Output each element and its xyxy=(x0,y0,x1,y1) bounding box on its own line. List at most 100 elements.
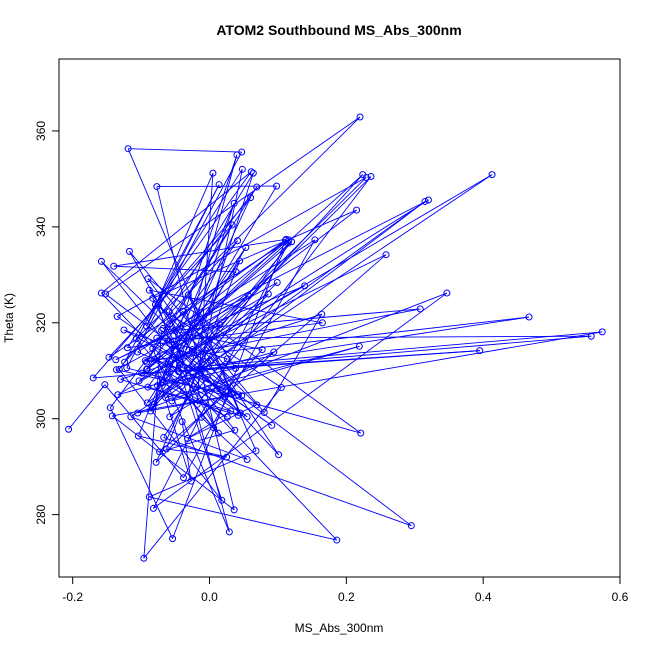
data-point xyxy=(253,401,261,409)
data-point xyxy=(124,145,132,153)
data-point xyxy=(114,391,122,399)
series-line-segment xyxy=(154,358,248,418)
y-tick-label: 320 xyxy=(34,312,48,332)
data-point xyxy=(149,294,157,302)
x-tick-label: 0.4 xyxy=(475,590,492,604)
data-point xyxy=(234,391,242,399)
data-point xyxy=(223,355,231,363)
data-point xyxy=(156,448,164,456)
data-point xyxy=(134,432,142,440)
series-line-segment xyxy=(157,305,258,406)
series-line-segment xyxy=(152,282,278,408)
data-point xyxy=(145,493,153,501)
series-line-segment xyxy=(109,407,173,539)
series-line-segment xyxy=(165,260,241,450)
data-point xyxy=(171,326,179,334)
series-line-segment xyxy=(159,429,235,453)
data-point xyxy=(207,357,215,365)
data-point xyxy=(196,366,204,374)
series-line-segment xyxy=(153,174,364,405)
data-point xyxy=(127,413,135,421)
data-point xyxy=(273,182,281,190)
data-point xyxy=(275,451,283,459)
series-line-segment xyxy=(155,171,252,305)
series-line-segment xyxy=(143,330,163,559)
data-point xyxy=(143,365,151,373)
data-point xyxy=(268,421,276,429)
series-line-segment xyxy=(118,186,258,370)
data-point xyxy=(144,275,152,283)
data-point xyxy=(252,447,260,455)
data-point xyxy=(150,400,158,408)
x-tick-label: 0.2 xyxy=(338,590,355,604)
data-point xyxy=(164,337,172,345)
data-point xyxy=(125,247,133,255)
series-line-segment xyxy=(174,308,421,331)
data-point xyxy=(359,171,367,179)
series-line-segment xyxy=(157,375,192,482)
series-line-segment xyxy=(169,351,275,418)
series-line-segment xyxy=(166,448,227,458)
data-point xyxy=(117,375,125,383)
series-line-segment xyxy=(146,240,238,370)
x-tick-label: -0.2 xyxy=(62,590,83,604)
data-point xyxy=(230,506,238,514)
data-point xyxy=(476,347,484,355)
data-point xyxy=(149,345,157,353)
data-point xyxy=(421,197,429,205)
data-point xyxy=(234,237,242,245)
data-point xyxy=(158,326,166,334)
data-point xyxy=(210,424,218,432)
data-point xyxy=(223,413,231,421)
data-point xyxy=(143,322,151,330)
data-point xyxy=(249,169,257,177)
data-point xyxy=(153,334,161,342)
series-line-segment xyxy=(113,238,287,267)
series-line-segment xyxy=(145,324,220,362)
data-point xyxy=(115,365,123,373)
series-line-segment xyxy=(181,421,192,482)
data-point xyxy=(170,353,178,361)
series-line-segment xyxy=(146,172,214,327)
series-line-segment xyxy=(117,174,493,396)
series-line-segment xyxy=(101,171,252,294)
data-point xyxy=(113,313,121,321)
series-line-segment xyxy=(146,174,364,370)
series-line-segment xyxy=(168,311,230,533)
series-line-segment xyxy=(127,169,243,348)
series-line-segment xyxy=(154,293,269,360)
data-point xyxy=(232,268,240,276)
series-line-segment xyxy=(157,375,228,418)
data-point xyxy=(140,554,148,562)
data-point xyxy=(160,433,168,441)
data-point xyxy=(97,289,105,297)
y-tick-label: 280 xyxy=(34,504,48,524)
data-point xyxy=(164,360,172,368)
data-point xyxy=(222,386,230,394)
chart-title: ATOM2 Southbound MS_Abs_300nm xyxy=(216,22,461,38)
data-point xyxy=(101,381,109,389)
data-point xyxy=(228,221,236,229)
data-point xyxy=(152,458,160,466)
data-point xyxy=(187,477,195,485)
data-point xyxy=(230,199,238,207)
data-point xyxy=(353,206,361,214)
data-point xyxy=(247,168,255,176)
series-line-segment xyxy=(118,369,223,501)
data-point xyxy=(273,279,281,287)
data-point xyxy=(355,342,363,350)
data-point xyxy=(301,282,309,290)
data-point xyxy=(154,302,162,310)
data-point xyxy=(108,412,116,420)
data-point xyxy=(134,348,142,356)
series-line-segment xyxy=(124,184,220,363)
data-point xyxy=(184,434,192,442)
data-point xyxy=(151,355,159,363)
data-point xyxy=(253,183,261,191)
data-point xyxy=(164,368,172,376)
data-point xyxy=(147,407,155,415)
data-point xyxy=(149,504,157,512)
data-point xyxy=(525,313,533,321)
series-line-segment xyxy=(115,199,429,361)
x-axis: -0.2 0.0 0.2 0.4 0.6 xyxy=(62,576,629,604)
